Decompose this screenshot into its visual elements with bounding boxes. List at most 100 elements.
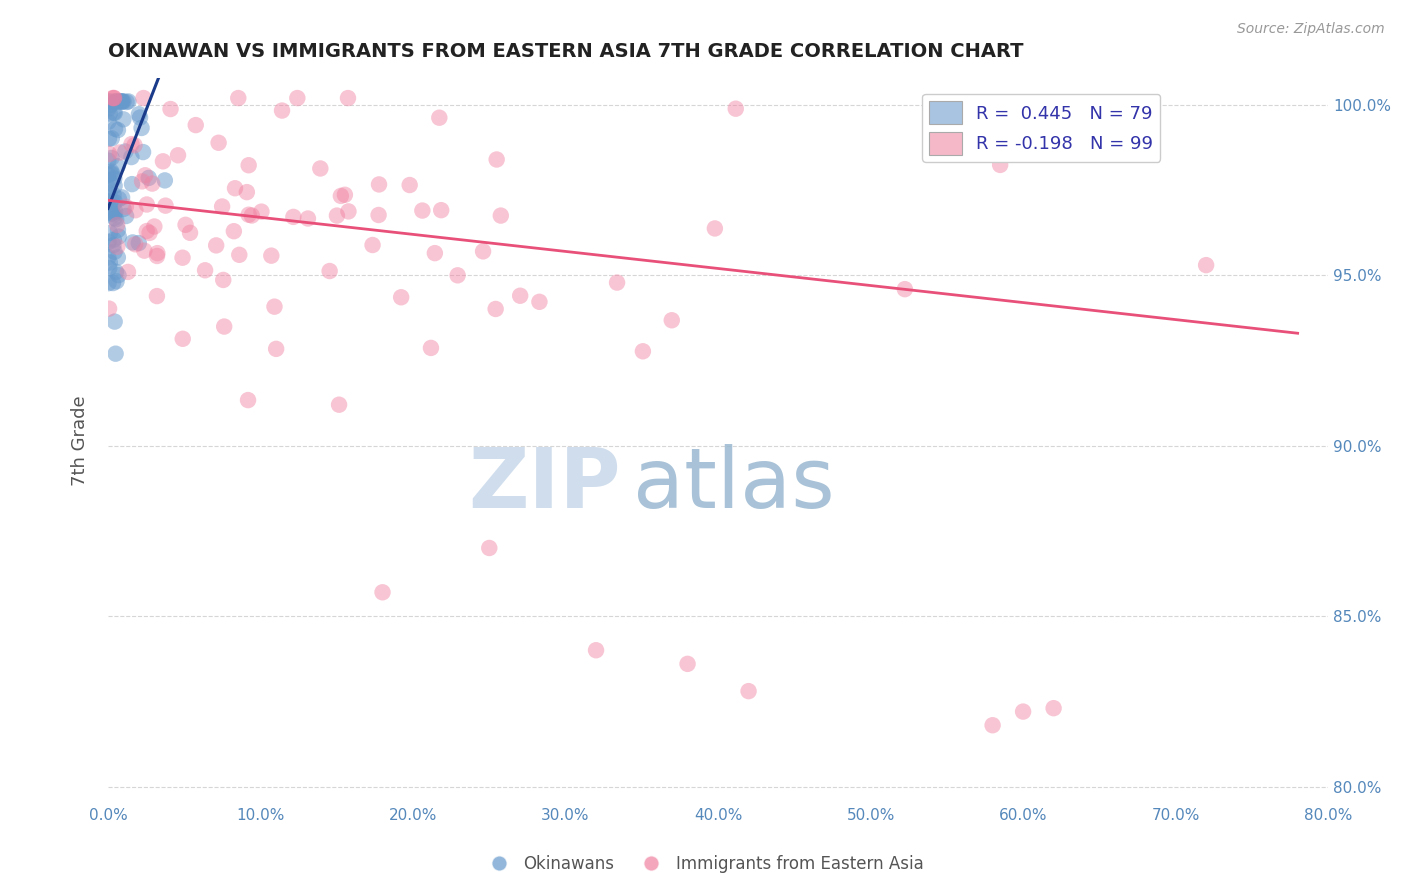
Point (103, 211, 125, 225)
Point (212, 273, 235, 287)
Point (141, 177, 163, 191)
Point (238, 208, 260, 222)
Point (297, 211, 319, 226)
Point (226, 91, 249, 105)
Point (337, 204, 360, 219)
Point (101, 204, 124, 219)
Point (108, 192, 131, 206)
Point (111, 190, 134, 204)
Point (104, 315, 127, 329)
Point (104, 204, 127, 219)
Point (97, 102, 120, 116)
Point (285, 91, 308, 105)
Point (146, 246, 169, 260)
Point (97, 95, 120, 109)
Point (103, 91, 125, 105)
Point (100, 167, 122, 181)
Point (478, 541, 501, 555)
Point (167, 148, 190, 162)
Point (105, 240, 128, 254)
Point (1012, 705, 1035, 719)
Point (737, 684, 759, 698)
Point (260, 249, 283, 263)
Point (724, 102, 747, 116)
Point (446, 268, 468, 283)
Point (427, 111, 450, 125)
Point (107, 223, 129, 237)
Point (104, 121, 127, 136)
Point (155, 199, 177, 213)
Point (423, 246, 446, 260)
Point (110, 95, 132, 109)
Point (283, 210, 305, 224)
Point (111, 95, 134, 109)
Point (152, 154, 174, 169)
Point (606, 276, 628, 290)
Point (105, 95, 128, 109)
Point (143, 219, 166, 234)
Point (108, 145, 131, 160)
Point (263, 300, 285, 314)
Point (224, 181, 246, 195)
Point (250, 204, 273, 219)
Point (153, 173, 176, 187)
Legend: R =  0.445   N = 79, R = -0.198   N = 99: R = 0.445 N = 79, R = -0.198 N = 99 (922, 94, 1160, 162)
Point (472, 244, 495, 259)
Point (97, 114, 120, 128)
Point (111, 95, 134, 109)
Point (121, 137, 143, 152)
Point (420, 341, 443, 355)
Point (146, 249, 169, 263)
Point (134, 168, 156, 182)
Text: atlas: atlas (633, 443, 834, 524)
Point (115, 95, 138, 109)
Point (98, 186, 121, 201)
Point (121, 177, 143, 191)
Point (97, 276, 120, 290)
Point (509, 289, 531, 303)
Point (128, 107, 150, 121)
Point (318, 264, 340, 278)
Point (107, 251, 129, 265)
Point (104, 106, 127, 120)
Point (112, 202, 135, 216)
Point (98, 147, 121, 161)
Point (107, 268, 129, 283)
Point (97, 168, 120, 182)
Point (98, 255, 121, 269)
Point (132, 145, 155, 159)
Point (367, 208, 389, 222)
Point (124, 203, 146, 218)
Point (222, 224, 245, 238)
Legend: Okinawans, Immigrants from Eastern Asia: Okinawans, Immigrants from Eastern Asia (475, 848, 931, 880)
Point (97, 181, 120, 195)
Text: OKINAWAN VS IMMIGRANTS FROM EASTERN ASIA 7TH GRADE CORRELATION CHART: OKINAWAN VS IMMIGRANTS FROM EASTERN ASIA… (108, 42, 1024, 61)
Point (105, 212, 128, 227)
Point (103, 233, 125, 247)
Point (194, 263, 217, 277)
Point (179, 226, 201, 240)
Point (132, 91, 155, 105)
Point (631, 344, 654, 359)
Point (131, 174, 153, 188)
Point (1042, 701, 1064, 715)
Point (489, 209, 512, 223)
Point (104, 265, 127, 279)
Point (271, 103, 294, 118)
Point (371, 585, 394, 599)
Point (115, 200, 138, 214)
Point (107, 159, 129, 173)
Point (124, 138, 146, 153)
Point (676, 657, 699, 671)
Point (236, 185, 259, 199)
Point (100, 194, 122, 209)
Point (103, 105, 125, 120)
Point (117, 95, 139, 109)
Point (104, 195, 127, 210)
Point (101, 91, 124, 105)
Point (368, 178, 391, 192)
Point (337, 91, 360, 105)
Point (138, 226, 160, 240)
Point (981, 718, 1004, 732)
Point (103, 171, 125, 186)
